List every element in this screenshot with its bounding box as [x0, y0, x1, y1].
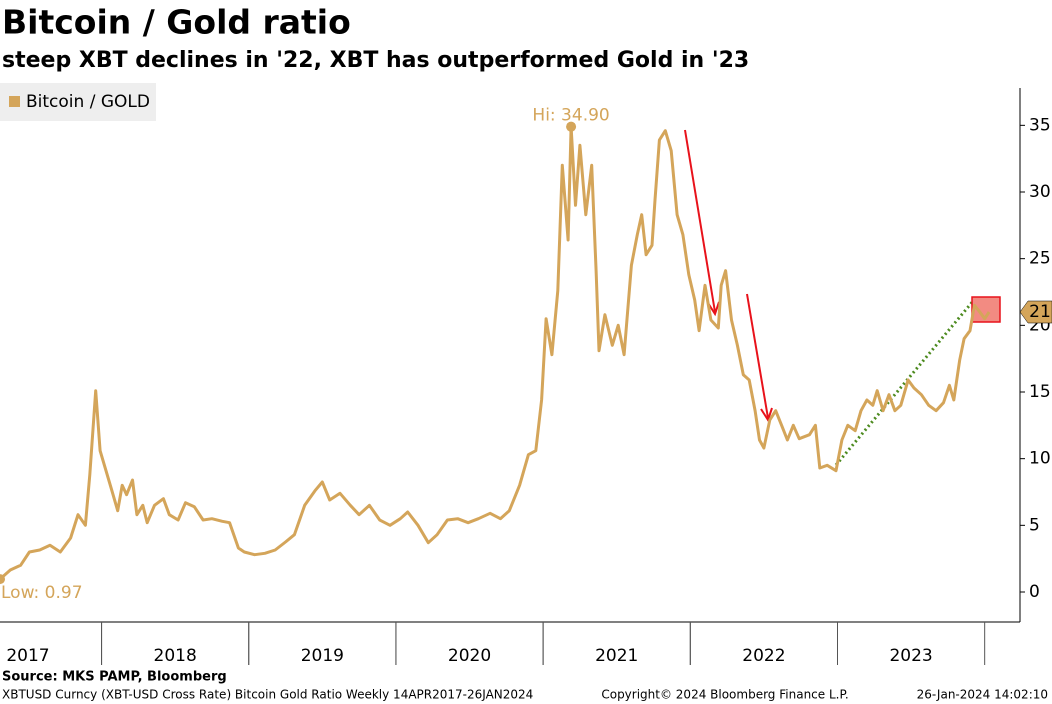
x-tick-label: 2019 — [301, 646, 344, 666]
trend-line — [834, 299, 976, 466]
y-tick-label: 25 — [1029, 249, 1051, 269]
footer-left: XBTUSD Curncy (XBT-USD Cross Rate) Bitco… — [2, 688, 533, 702]
annotation-arrows — [684, 129, 773, 423]
y-tick-label: 10 — [1029, 449, 1051, 469]
annotation-marker — [566, 121, 577, 132]
copyright: Copyright© 2024 Bloomberg Finance L.P. — [601, 688, 848, 702]
y-tick-label: 15 — [1029, 382, 1051, 402]
annotation-label: Hi: 34.90 — [532, 106, 609, 126]
y-tick-label: 30 — [1029, 182, 1051, 202]
annotation-label: Low: 0.97 — [1, 583, 83, 603]
x-tick-label: 2022 — [742, 646, 785, 666]
y-tick-label: 35 — [1029, 115, 1051, 135]
chart-title: Bitcoin / Gold ratio — [2, 3, 351, 42]
legend-label: Bitcoin / GOLD — [26, 92, 150, 112]
source: Source: MKS PAMP, Bloomberg — [2, 670, 227, 685]
x-tick-label: 2018 — [154, 646, 197, 666]
y-tick-label: 5 — [1029, 515, 1040, 535]
x-tick-label: 2020 — [448, 646, 491, 666]
x-tick-label: 2017 — [6, 646, 49, 666]
x-tick-label: 2021 — [595, 646, 638, 666]
data-line — [0, 125, 991, 581]
annotation-marker — [0, 574, 5, 585]
x-tick-label: 2023 — [889, 646, 932, 666]
last-value-tag — [1019, 300, 1052, 324]
legend-swatch — [9, 96, 20, 107]
legend-box — [0, 83, 156, 121]
last-value-label: 21 — [1029, 302, 1051, 322]
y-tick-label: 0 — [1029, 582, 1040, 602]
timestamp: 26-Jan-2024 14:02:10 — [917, 688, 1048, 702]
chart-subtitle: steep XBT declines in '22, XBT has outpe… — [2, 48, 749, 73]
